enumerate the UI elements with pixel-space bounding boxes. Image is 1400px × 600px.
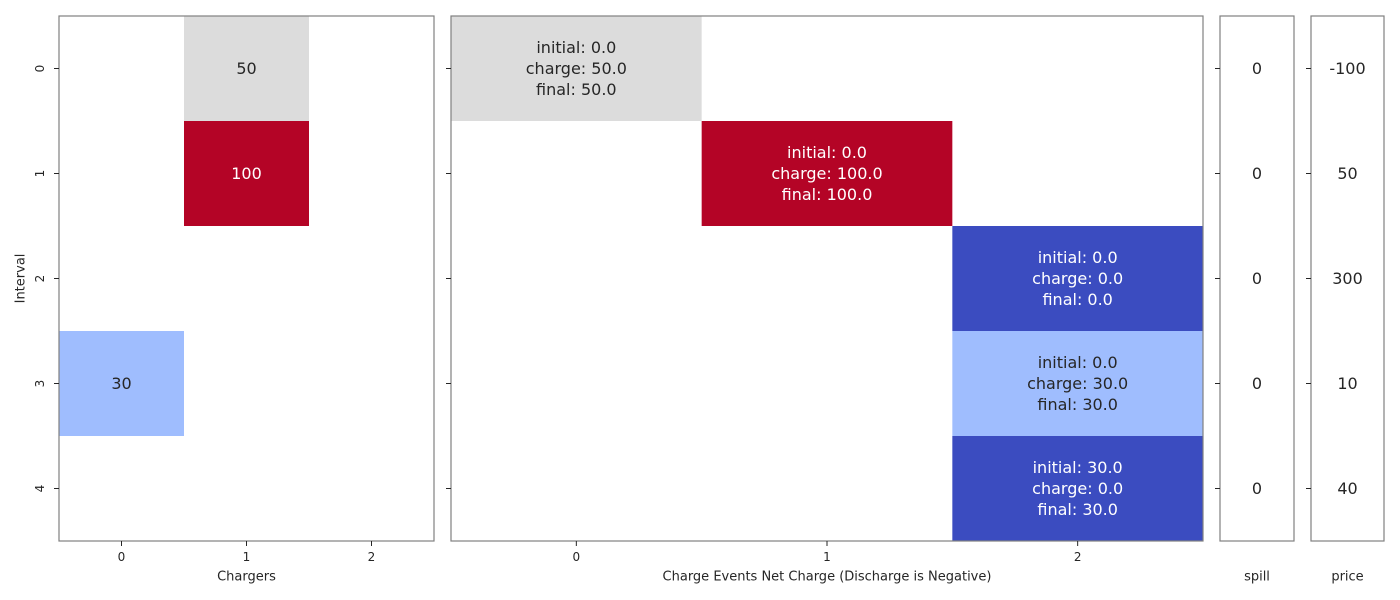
x-axis-label: spill bbox=[1244, 570, 1270, 585]
panel-charge-events bbox=[446, 15, 1204, 546]
x-tick-label: 0 bbox=[118, 550, 126, 564]
cell-label: 30 bbox=[111, 374, 131, 393]
table-value: 300 bbox=[1332, 269, 1363, 288]
table-value: 0 bbox=[1252, 164, 1262, 183]
heatmap-cell bbox=[59, 331, 184, 436]
y-tick-label: 2 bbox=[33, 275, 47, 283]
cell-label: charge: 100.0 bbox=[771, 164, 882, 183]
heatmap-cell bbox=[952, 226, 1203, 331]
cell-label: 100 bbox=[231, 164, 262, 183]
y-axis-label: Interval bbox=[14, 254, 29, 304]
y-tick-label: 3 bbox=[33, 380, 47, 388]
cell-label: charge: 0.0 bbox=[1032, 269, 1123, 288]
x-axis-label: Charge Events Net Charge (Discharge is N… bbox=[663, 570, 992, 585]
x-tick-label: 2 bbox=[368, 550, 376, 564]
table-value: 0 bbox=[1252, 269, 1262, 288]
table-value: -100 bbox=[1329, 59, 1365, 78]
cell-label: 50 bbox=[236, 59, 256, 78]
x-tick-label: 2 bbox=[1074, 550, 1082, 564]
cell-label: charge: 30.0 bbox=[1027, 374, 1128, 393]
heatmap-cell bbox=[952, 331, 1203, 436]
heatmap-cell bbox=[184, 16, 309, 121]
heatmap-cell bbox=[451, 16, 702, 121]
cell-label: charge: 0.0 bbox=[1032, 479, 1123, 498]
cell-label: final: 100.0 bbox=[782, 185, 873, 204]
y-tick-label: 1 bbox=[33, 170, 47, 178]
cell-label: initial: 0.0 bbox=[536, 38, 616, 57]
cell-label: final: 50.0 bbox=[536, 80, 617, 99]
x-tick-label: 1 bbox=[823, 550, 831, 564]
x-tick-label: 1 bbox=[243, 550, 251, 564]
cell-label: final: 0.0 bbox=[1042, 290, 1112, 309]
heatmap-cell bbox=[184, 121, 309, 226]
table-value: 0 bbox=[1252, 479, 1262, 498]
cell-label: charge: 50.0 bbox=[526, 59, 627, 78]
table-value: 10 bbox=[1337, 374, 1357, 393]
panel-spill bbox=[1215, 15, 1295, 542]
panel-chargers bbox=[54, 15, 435, 546]
cell-label: initial: 30.0 bbox=[1033, 458, 1123, 477]
table-value: 50 bbox=[1337, 164, 1357, 183]
x-axis-label: price bbox=[1331, 570, 1363, 585]
cell-label: initial: 0.0 bbox=[1038, 353, 1118, 372]
y-tick-label: 0 bbox=[33, 65, 47, 73]
cell-label: final: 30.0 bbox=[1037, 500, 1118, 519]
cell-label: final: 30.0 bbox=[1037, 395, 1118, 414]
table-value: 0 bbox=[1252, 374, 1262, 393]
table-value: 0 bbox=[1252, 59, 1262, 78]
x-tick-label: 0 bbox=[573, 550, 581, 564]
x-axis-label: Chargers bbox=[217, 570, 276, 585]
panel-price bbox=[1306, 15, 1385, 542]
cell-label: initial: 0.0 bbox=[1038, 248, 1118, 267]
heatmap-cell bbox=[701, 121, 953, 226]
table-value: 40 bbox=[1337, 479, 1357, 498]
heatmap-cell bbox=[952, 436, 1203, 541]
y-tick-label: 4 bbox=[33, 485, 47, 493]
cell-label: initial: 0.0 bbox=[787, 143, 867, 162]
